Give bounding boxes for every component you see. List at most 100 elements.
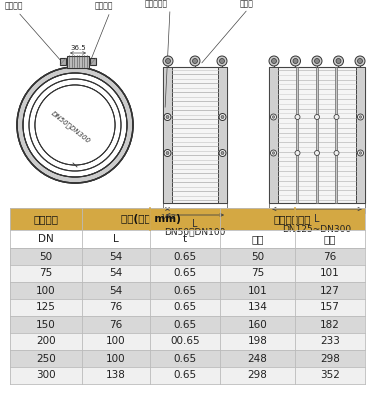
Text: L: L <box>113 234 119 244</box>
Bar <box>163 67 172 203</box>
Circle shape <box>166 58 171 64</box>
Text: 00.65: 00.65 <box>170 336 200 346</box>
Text: 36.5: 36.5 <box>70 45 86 51</box>
Text: 157: 157 <box>320 302 340 312</box>
Circle shape <box>334 114 339 120</box>
Text: 橡胶密封套: 橡胶密封套 <box>145 0 168 8</box>
Text: 54: 54 <box>109 252 123 262</box>
Text: 160: 160 <box>248 320 267 330</box>
Text: 150: 150 <box>36 320 56 330</box>
Text: 尺寸(单位 mm): 尺寸(单位 mm) <box>121 214 181 224</box>
Bar <box>10 230 365 248</box>
Text: 200: 200 <box>36 336 56 346</box>
Text: 波纹板: 波纹板 <box>240 0 254 8</box>
Text: 0.65: 0.65 <box>174 268 197 278</box>
Circle shape <box>219 114 226 120</box>
Text: 138: 138 <box>106 370 126 380</box>
Bar <box>10 248 365 265</box>
Circle shape <box>17 67 133 183</box>
Text: DN125~DN300: DN125~DN300 <box>282 225 352 234</box>
Bar <box>335 67 337 203</box>
Text: 54: 54 <box>109 286 123 296</box>
Text: 100: 100 <box>36 286 56 296</box>
Circle shape <box>220 58 224 64</box>
Circle shape <box>291 56 300 66</box>
Circle shape <box>29 79 121 171</box>
Text: 352: 352 <box>320 370 340 380</box>
Text: 0.65: 0.65 <box>174 354 197 364</box>
Circle shape <box>217 56 227 66</box>
Circle shape <box>219 150 226 156</box>
Text: 182: 182 <box>320 320 340 330</box>
Circle shape <box>295 114 300 120</box>
Text: 卡箍口径调节: 卡箍口径调节 <box>274 214 311 224</box>
Text: 14.2: 14.2 <box>160 214 175 220</box>
Bar <box>10 299 365 316</box>
Text: DN50～DN300: DN50～DN300 <box>50 110 92 144</box>
Circle shape <box>358 58 362 64</box>
Text: 50: 50 <box>39 252 53 262</box>
Bar <box>10 367 365 384</box>
Circle shape <box>272 58 276 64</box>
Text: 公称口径: 公称口径 <box>34 214 58 224</box>
Bar <box>356 67 365 203</box>
Text: 298: 298 <box>320 354 340 364</box>
Bar <box>10 208 365 230</box>
Bar <box>67 56 89 68</box>
Text: 125: 125 <box>36 302 56 312</box>
Bar <box>10 265 365 282</box>
Circle shape <box>315 114 319 120</box>
Bar <box>10 316 365 333</box>
Bar <box>297 67 298 203</box>
Circle shape <box>164 150 171 156</box>
Bar <box>10 333 365 350</box>
Text: 54: 54 <box>109 268 123 278</box>
Circle shape <box>315 150 319 156</box>
Text: 紧固螺栓: 紧固螺栓 <box>5 1 24 10</box>
Text: 0.65: 0.65 <box>174 252 197 262</box>
Text: 100: 100 <box>106 336 126 346</box>
Text: 233: 233 <box>320 336 340 346</box>
Text: 134: 134 <box>248 302 267 312</box>
Text: t: t <box>183 234 187 244</box>
Circle shape <box>272 152 275 154</box>
Circle shape <box>221 152 224 154</box>
Text: 100: 100 <box>106 354 126 364</box>
Circle shape <box>221 116 224 118</box>
Text: 250: 250 <box>36 354 56 364</box>
Bar <box>218 67 227 203</box>
Bar <box>269 67 278 203</box>
Circle shape <box>334 56 343 66</box>
Circle shape <box>23 73 127 177</box>
Circle shape <box>336 58 341 64</box>
Text: 75: 75 <box>39 268 53 278</box>
Circle shape <box>269 56 279 66</box>
Bar <box>163 67 227 203</box>
Text: DN: DN <box>38 234 54 244</box>
Text: 卡箍钢带: 卡箍钢带 <box>95 1 113 10</box>
Bar <box>90 58 96 65</box>
Text: 0.65: 0.65 <box>174 286 197 296</box>
Circle shape <box>166 152 169 154</box>
Text: 101: 101 <box>248 286 267 296</box>
Circle shape <box>359 116 362 118</box>
Text: 0.65: 0.65 <box>174 370 197 380</box>
Text: 248: 248 <box>248 354 267 364</box>
Circle shape <box>295 150 300 156</box>
Circle shape <box>270 114 276 120</box>
Circle shape <box>359 152 362 154</box>
Text: 198: 198 <box>248 336 267 346</box>
Bar <box>10 350 365 367</box>
Text: DN50～DN100: DN50～DN100 <box>164 227 226 236</box>
Bar <box>60 58 66 65</box>
Circle shape <box>193 58 197 64</box>
Bar <box>269 67 365 203</box>
Text: 0.65: 0.65 <box>174 320 197 330</box>
Circle shape <box>358 150 364 156</box>
Text: 最小: 最小 <box>251 234 264 244</box>
Circle shape <box>164 114 171 120</box>
Circle shape <box>293 58 298 64</box>
Text: 76: 76 <box>109 320 123 330</box>
Text: 298: 298 <box>248 370 267 380</box>
Circle shape <box>315 58 319 64</box>
